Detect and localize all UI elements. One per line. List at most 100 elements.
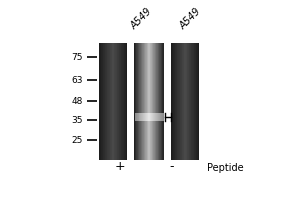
Bar xyxy=(173,43,174,160)
Bar xyxy=(116,43,117,160)
Bar xyxy=(194,43,195,160)
Bar xyxy=(107,43,108,160)
Bar xyxy=(117,43,118,160)
Bar xyxy=(115,43,116,160)
Text: 25: 25 xyxy=(71,136,83,145)
Bar xyxy=(190,43,191,160)
Text: 63: 63 xyxy=(71,76,83,85)
Bar xyxy=(101,43,102,160)
Bar xyxy=(102,43,103,160)
Bar xyxy=(118,43,119,160)
Bar xyxy=(145,43,146,160)
Bar xyxy=(136,43,137,160)
Bar xyxy=(146,113,147,121)
Bar xyxy=(191,43,192,160)
Bar xyxy=(160,113,162,121)
Bar xyxy=(149,113,150,121)
Bar xyxy=(152,113,153,121)
Bar xyxy=(139,43,140,160)
Bar xyxy=(124,43,125,160)
Text: 75: 75 xyxy=(71,53,83,62)
Bar xyxy=(160,43,161,160)
Bar xyxy=(181,43,182,160)
Text: A549: A549 xyxy=(129,6,154,31)
Bar xyxy=(114,43,115,160)
Bar xyxy=(151,113,152,121)
Bar xyxy=(142,113,143,121)
Bar xyxy=(154,113,155,121)
Text: 35: 35 xyxy=(71,116,83,125)
Bar xyxy=(183,43,184,160)
Bar xyxy=(157,113,158,121)
Bar xyxy=(136,113,138,121)
Bar xyxy=(155,43,156,160)
Bar xyxy=(103,43,104,160)
Bar xyxy=(157,43,158,160)
Bar xyxy=(186,43,187,160)
Bar xyxy=(138,113,139,121)
Bar xyxy=(177,43,178,160)
Bar xyxy=(188,43,189,160)
Bar xyxy=(151,43,152,160)
Text: -: - xyxy=(169,160,173,173)
Bar xyxy=(134,43,135,160)
Bar xyxy=(111,43,112,160)
Bar xyxy=(105,43,106,160)
Bar xyxy=(112,43,113,160)
Bar xyxy=(125,43,126,160)
Bar xyxy=(163,113,164,121)
Bar xyxy=(179,43,180,160)
Bar xyxy=(153,113,154,121)
Bar xyxy=(122,43,123,160)
Bar xyxy=(182,43,183,160)
Bar xyxy=(162,43,163,160)
Bar xyxy=(154,43,155,160)
Bar xyxy=(149,43,150,160)
Bar xyxy=(184,43,185,160)
Bar xyxy=(113,43,114,160)
Bar xyxy=(163,43,164,160)
Bar xyxy=(144,43,145,160)
Bar xyxy=(193,43,194,160)
Bar xyxy=(178,43,179,160)
Bar xyxy=(192,43,193,160)
Bar xyxy=(121,43,122,160)
Bar xyxy=(174,43,175,160)
Bar xyxy=(148,113,149,121)
Bar xyxy=(159,43,160,160)
Bar xyxy=(196,43,197,160)
Bar xyxy=(161,43,162,160)
Bar xyxy=(110,43,111,160)
Bar xyxy=(180,43,181,160)
Bar xyxy=(159,113,160,121)
Bar xyxy=(155,113,156,121)
Bar xyxy=(141,43,142,160)
Bar xyxy=(138,43,139,160)
Bar xyxy=(162,113,163,121)
Bar xyxy=(106,43,107,160)
Bar xyxy=(147,43,148,160)
Bar xyxy=(189,43,190,160)
Bar xyxy=(119,43,120,160)
Bar xyxy=(135,113,136,121)
Bar xyxy=(104,43,105,160)
Bar xyxy=(185,43,186,160)
Bar xyxy=(143,43,144,160)
Bar xyxy=(197,43,198,160)
Bar xyxy=(141,113,142,121)
Bar xyxy=(123,43,124,160)
Bar xyxy=(143,113,144,121)
Bar xyxy=(195,43,196,160)
Text: 48: 48 xyxy=(71,97,83,106)
Text: +: + xyxy=(115,160,125,173)
Bar xyxy=(171,43,172,160)
Bar xyxy=(137,43,138,160)
Bar xyxy=(139,113,140,121)
Bar xyxy=(108,43,109,160)
Bar xyxy=(153,43,154,160)
Bar xyxy=(160,113,161,121)
Bar xyxy=(158,113,159,121)
Bar xyxy=(140,113,141,121)
Text: A549: A549 xyxy=(178,6,203,31)
Bar xyxy=(99,43,100,160)
